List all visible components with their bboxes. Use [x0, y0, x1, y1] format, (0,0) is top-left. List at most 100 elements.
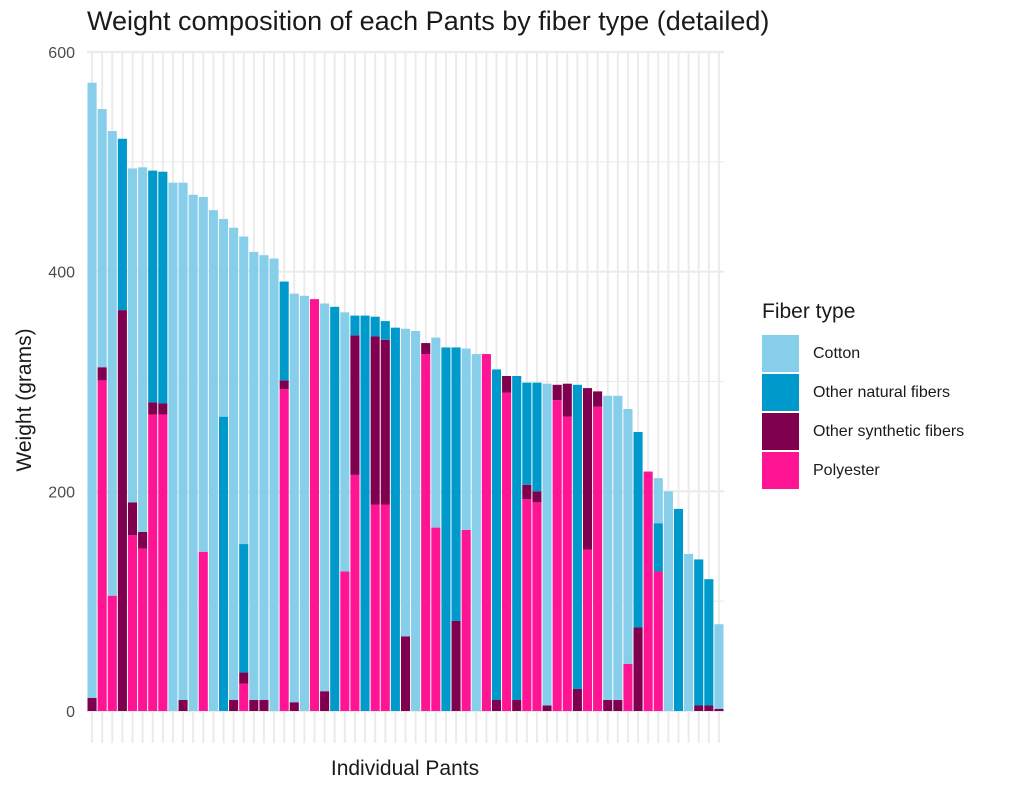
- bar-segment-cotton: [613, 395, 623, 701]
- legend-item-other-natural: Other natural fibers: [762, 373, 964, 412]
- bar-segment-other-natural: [158, 171, 168, 404]
- bar-segment-polyester: [279, 389, 289, 711]
- bar-segment-other-synthetic: [694, 705, 704, 711]
- bar-segment-cotton: [320, 303, 330, 692]
- bar-segment-other-synthetic: [542, 705, 552, 711]
- legend-swatch-cotton: [762, 335, 799, 372]
- bar-segment-polyester: [370, 504, 380, 711]
- bar-segment-polyester: [623, 663, 633, 711]
- y-tick-label: 200: [48, 484, 75, 501]
- bar-segment-polyester: [239, 683, 249, 711]
- bar-segment-cotton: [663, 491, 673, 711]
- bar-segment-other-natural: [239, 544, 249, 673]
- bar-segment-polyester: [502, 392, 512, 711]
- bar-segment-cotton: [229, 227, 239, 701]
- bar-segment-polyester: [552, 400, 562, 711]
- bar-segment-other-natural: [532, 382, 542, 492]
- bar-segment-polyester: [148, 414, 158, 711]
- bar-segment-cotton: [198, 196, 208, 552]
- bar-segment-cotton: [188, 194, 198, 712]
- bar-segment-other-natural: [279, 281, 289, 381]
- bar-segment-polyester: [421, 354, 431, 711]
- bar-segment-cotton: [259, 255, 269, 701]
- bar-segment-other-natural: [390, 327, 400, 711]
- bar-segment-polyester: [198, 551, 208, 711]
- bar-segment-cotton: [299, 295, 309, 711]
- legend-label-other-synthetic: Other synthetic fibers: [813, 422, 965, 440]
- legend-swatch-other-natural: [762, 374, 799, 411]
- bar-segment-polyester: [431, 527, 441, 711]
- bar-segment-other-natural: [512, 376, 522, 701]
- bar-segment-cotton: [249, 251, 259, 701]
- bar-segment-other-synthetic: [117, 310, 127, 711]
- bar-segment-other-natural: [350, 315, 360, 336]
- chart-title: Weight composition of each Pants by fibe…: [87, 6, 770, 36]
- y-tick-label: 600: [48, 45, 75, 62]
- bar-segment-other-synthetic: [582, 388, 593, 550]
- legend-item-other-synthetic: Other synthetic fibers: [762, 412, 964, 451]
- bar-segment-cotton: [431, 337, 441, 528]
- bar-segment-other-synthetic: [502, 376, 512, 393]
- bar-segment-other-synthetic: [127, 502, 138, 536]
- bar-segment-other-synthetic: [279, 380, 289, 390]
- bar-segment-cotton: [127, 168, 138, 503]
- legend-item-polyester: Polyester: [762, 451, 964, 490]
- axis-layer: 0 200 400 600: [48, 45, 75, 721]
- bar-segment-other-natural: [380, 321, 390, 340]
- bar-segment-other-natural: [673, 508, 684, 711]
- bar-segment-polyester: [138, 548, 148, 711]
- bar-segment-polyester: [522, 499, 532, 711]
- legend-label-other-natural: Other natural fibers: [813, 383, 950, 401]
- bar-segment-other-natural: [441, 347, 451, 711]
- bar-segment-other-synthetic: [87, 697, 97, 711]
- bar-segment-cotton: [208, 210, 218, 711]
- bar-segment-cotton: [218, 218, 229, 417]
- bar-segment-cotton: [87, 82, 97, 698]
- bar-segment-polyester: [350, 474, 360, 711]
- bar-segment-other-synthetic: [97, 367, 107, 381]
- bar-segment-cotton: [97, 109, 107, 368]
- bar-segment-other-natural: [360, 315, 370, 711]
- bar-segment-polyester: [481, 354, 491, 711]
- bar-segment-other-synthetic: [239, 672, 249, 684]
- bar-segment-cotton: [542, 383, 552, 706]
- bar-segment-cotton: [178, 182, 188, 701]
- legend-item-cotton: Cotton: [762, 334, 964, 373]
- bar-segment-cotton: [340, 312, 350, 572]
- bar-segment-polyester: [380, 504, 390, 711]
- bar-segment-cotton: [411, 330, 421, 711]
- bar-segment-polyester: [582, 549, 593, 711]
- bar-segment-other-synthetic: [552, 384, 562, 401]
- bar-segment-other-synthetic: [178, 700, 188, 711]
- legend-title: Fiber type: [762, 300, 856, 323]
- bar-segment-other-natural: [704, 579, 714, 706]
- bar-segment-other-synthetic: [148, 402, 158, 415]
- bar-segment-cotton: [400, 328, 411, 637]
- bar-segment-other-synthetic: [249, 700, 259, 711]
- bar-segment-cotton: [684, 553, 694, 711]
- bar-segment-other-synthetic: [380, 339, 390, 505]
- legend-label-polyester: Polyester: [813, 461, 880, 479]
- bar-segment-other-synthetic: [400, 636, 411, 711]
- bar-segment-other-synthetic: [138, 531, 148, 549]
- bar-segment-polyester: [340, 571, 350, 711]
- bar-segment-cotton: [138, 167, 148, 532]
- bar-segment-polyester: [127, 535, 138, 711]
- bar-segment-other-natural: [653, 523, 663, 572]
- bar-segment-other-natural: [572, 384, 582, 690]
- bar-segment-other-natural: [633, 432, 643, 628]
- bar-segment-other-synthetic: [320, 691, 330, 711]
- bar-segment-other-natural: [451, 347, 461, 621]
- bar-segment-cotton: [603, 395, 613, 701]
- bar-segment-other-natural: [491, 369, 502, 701]
- bar-segment-other-synthetic: [613, 700, 623, 711]
- bar-segment-cotton: [239, 236, 249, 545]
- bar-segment-polyester: [643, 471, 653, 711]
- bar-segment-other-synthetic: [522, 484, 532, 500]
- bar-segment-other-synthetic: [704, 705, 714, 711]
- bar-segment-other-synthetic: [229, 700, 239, 711]
- bar-segment-polyester: [593, 406, 603, 711]
- bar-segment-other-natural: [330, 306, 340, 711]
- y-tick-label: 0: [66, 704, 75, 721]
- bar-segment-polyester: [461, 529, 471, 711]
